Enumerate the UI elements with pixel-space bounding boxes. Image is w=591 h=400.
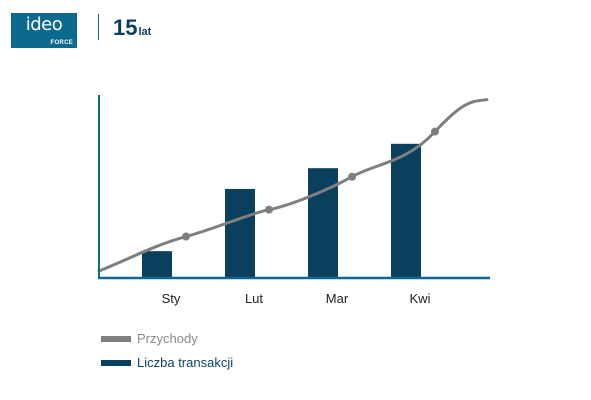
anniversary-number: 15 xyxy=(113,15,138,40)
legend-item-transactions: Liczba transakcji xyxy=(101,355,233,370)
x-tick-label-sty: Sty xyxy=(162,291,181,306)
bar-lut xyxy=(225,188,255,278)
bar-sty xyxy=(142,251,172,278)
legend-label-revenue: Przychody xyxy=(137,331,198,346)
revenue-point-kwi xyxy=(431,127,439,136)
header-divider xyxy=(98,14,99,40)
legend-swatch-revenue xyxy=(101,335,131,342)
revenue-point-lut xyxy=(265,205,273,214)
anniversary-word: lat xyxy=(138,26,152,38)
revenue-point-sty xyxy=(182,232,190,241)
ideo-force-logo: ideo FORCE xyxy=(11,13,77,48)
legend-item-revenue: Przychody xyxy=(101,331,198,346)
x-tick-label-lut: Lut xyxy=(245,291,263,306)
revenue-point-mar xyxy=(348,172,356,181)
x-tick-label-mar: Mar xyxy=(326,291,349,306)
x-tick-label-kwi: Kwi xyxy=(410,291,431,306)
revenue-line xyxy=(97,98,489,273)
anniversary-label: 15lat xyxy=(113,15,151,41)
logo-subtext: FORCE xyxy=(50,40,73,46)
legend-swatch-transactions xyxy=(101,359,131,366)
logo-text: ideo xyxy=(25,14,63,35)
bar-kwi xyxy=(391,143,421,278)
legend-label-transactions: Liczba transakcji xyxy=(137,355,234,370)
